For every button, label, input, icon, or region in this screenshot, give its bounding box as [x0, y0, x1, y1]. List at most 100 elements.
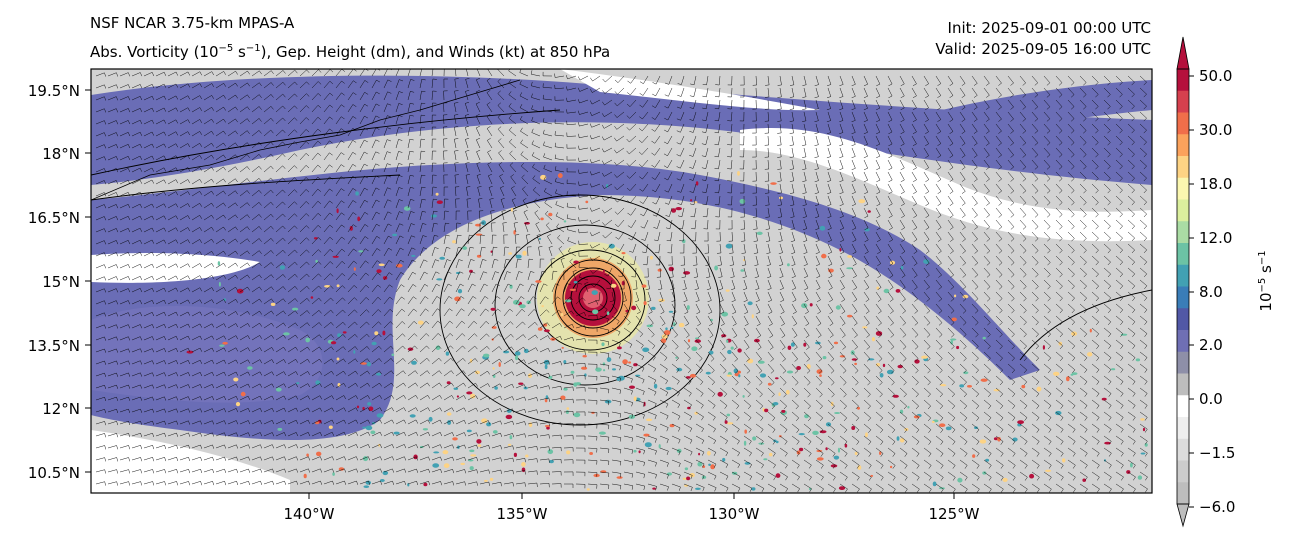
wind-barb: [489, 198, 494, 209]
wind-barb: [659, 339, 667, 350]
wind-barb: [887, 243, 894, 254]
wind-barb: [119, 144, 131, 149]
wind-barb: [727, 171, 733, 182]
wind-barb: [1127, 375, 1136, 385]
vorticity-speckle: [730, 346, 734, 350]
wind-barb: [203, 347, 215, 353]
wind-barb: [635, 483, 646, 491]
wind-barb: [443, 186, 449, 197]
wind-barb: [923, 75, 930, 86]
vorticity-speckle: [979, 439, 987, 444]
wind-barb: [695, 387, 704, 397]
wind-barb: [587, 314, 598, 320]
wind-barb: [275, 105, 286, 113]
wind-barb: [227, 286, 238, 293]
wind-barb: [167, 119, 178, 125]
vorticity-speckle: [355, 191, 359, 196]
wind-barb: [155, 275, 167, 281]
wind-barb: [702, 183, 709, 194]
wind-barb: [359, 163, 368, 173]
wind-barb: [407, 480, 419, 486]
wind-barb: [779, 267, 784, 279]
vorticity-speckle: [306, 453, 309, 457]
wind-barb: [887, 135, 893, 147]
wind-barb: [731, 399, 740, 409]
wind-barb: [527, 359, 539, 365]
wind-barb: [727, 99, 733, 110]
wind-barb: [179, 360, 191, 365]
wind-barb: [203, 190, 214, 197]
wind-barb: [752, 123, 757, 134]
wind-barb: [155, 131, 167, 137]
vorticity-speckle: [768, 452, 773, 457]
vorticity-speckle: [804, 414, 809, 419]
wind-barb: [215, 274, 226, 281]
wind-barb: [287, 346, 298, 353]
wind-barb: [577, 99, 589, 104]
vorticity-speckle: [548, 212, 553, 217]
vorticity-speckle: [490, 250, 493, 253]
wind-barb: [959, 351, 967, 362]
wind-barb: [995, 339, 1003, 350]
vorticity-speckle: [584, 373, 587, 377]
wind-barb: [659, 315, 666, 326]
wind-barb: [323, 480, 335, 485]
wind-barb: [1043, 411, 1052, 421]
wind-barb: [695, 399, 704, 409]
wind-barb: [995, 423, 1004, 433]
wind-barb: [467, 271, 476, 281]
wind-barb: [371, 187, 380, 197]
wind-barb: [959, 399, 968, 410]
wind-barb: [778, 243, 783, 255]
wind-barb: [802, 87, 807, 98]
wind-barb: [680, 255, 685, 266]
wind-barb: [454, 162, 459, 173]
wind-barb: [623, 387, 633, 395]
wind-barb: [827, 387, 835, 398]
vorticity-speckle: [543, 329, 550, 333]
wind-barb: [431, 186, 437, 197]
clear-region-west: [91, 252, 260, 283]
wind-barb: [479, 370, 490, 377]
wind-barb: [335, 370, 346, 377]
wind-barb: [359, 115, 369, 125]
valid-time: Valid: 2025-09-05 16:00 UTC: [935, 40, 1151, 58]
wind-barb: [863, 255, 869, 266]
wind-barb: [791, 243, 796, 255]
vorticity-speckle: [726, 413, 731, 417]
wind-barb: [752, 183, 757, 194]
vorticity-speckle: [815, 341, 821, 345]
wind-barb: [503, 445, 514, 450]
wind-barb: [664, 111, 673, 121]
wind-barb: [1139, 255, 1148, 266]
wind-barb: [191, 154, 202, 161]
wind-barb: [790, 207, 795, 218]
wind-barb: [167, 360, 179, 365]
vorticity-speckle: [875, 331, 883, 336]
wind-barb: [251, 468, 263, 473]
wind-barb: [863, 339, 871, 350]
wind-barb: [347, 200, 357, 209]
wind-barb: [971, 435, 980, 445]
wind-barb: [1067, 375, 1076, 385]
x-tick-label: 140°W: [284, 505, 335, 523]
wind-barb: [1091, 111, 1099, 122]
wind-barb: [359, 333, 370, 341]
vorticity-speckle: [653, 383, 658, 389]
wind-barb: [443, 407, 454, 413]
wind-barb: [131, 276, 143, 281]
wind-barb: [875, 243, 881, 254]
wind-barb: [651, 123, 661, 132]
wind-barb: [611, 471, 622, 478]
wind-barb: [1007, 423, 1016, 433]
wind-barb: [335, 419, 347, 425]
wind-barb: [119, 445, 131, 450]
vorticity-speckle: [633, 363, 638, 367]
wind-barb: [599, 327, 610, 335]
wind-barb: [635, 471, 645, 479]
wind-barb: [155, 287, 167, 293]
wind-barb: [1079, 291, 1088, 302]
colorbar-tick-label: −1.5: [1199, 444, 1235, 462]
vorticity-speckle: [356, 405, 360, 409]
wind-barb: [707, 303, 713, 315]
